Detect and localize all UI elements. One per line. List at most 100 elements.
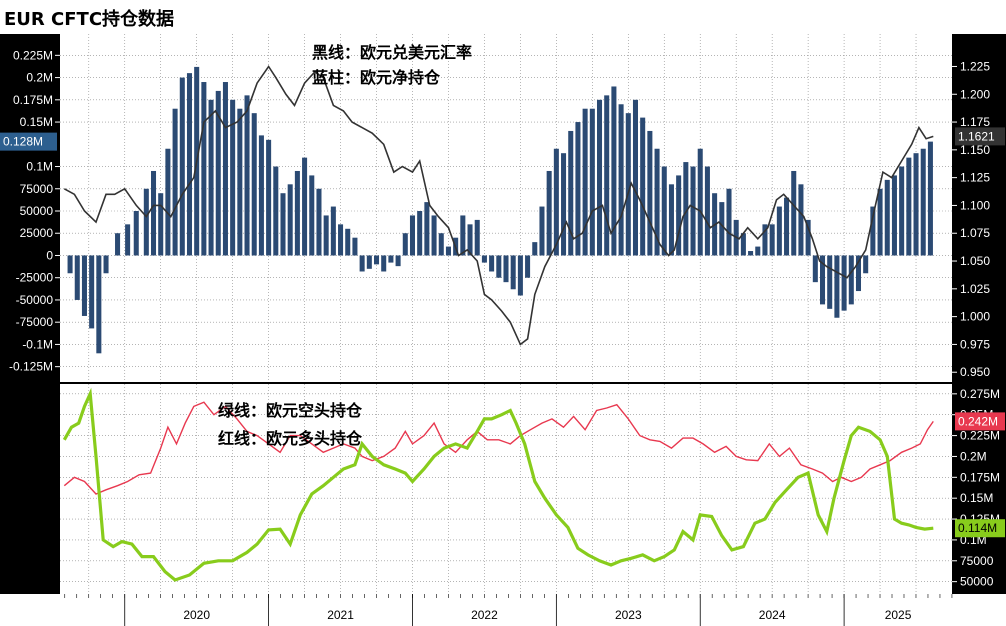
net-position-bar (280, 193, 286, 256)
left-axis-tick-label: 0.225M (13, 48, 53, 62)
net-position-bar (89, 255, 95, 329)
net-position-bar (611, 86, 617, 256)
left-axis-bg (0, 34, 60, 382)
net-position-bar (115, 233, 121, 256)
net-position-bar (848, 255, 854, 305)
last-label-net: 0.128M (3, 135, 43, 149)
short-positions-line (62, 387, 934, 582)
net-position-bar (568, 130, 574, 256)
net-position-bar (388, 255, 394, 263)
eurusd-line (63, 65, 934, 346)
long-positions-line (63, 401, 934, 495)
net-position-bar (596, 99, 603, 256)
left-axis-tick-label: -0.125M (9, 360, 53, 374)
net-position-bar (863, 255, 869, 274)
net-position-bar (827, 255, 833, 309)
net-position-bar (409, 215, 416, 256)
net-position-bar (683, 162, 689, 256)
net-position-bar (632, 99, 639, 256)
bottom-right-axis-tick-label: 0.225M (960, 429, 1000, 443)
net-position-bar (201, 82, 207, 256)
net-position-bar (186, 73, 193, 256)
net-position-bar (251, 113, 257, 256)
net-position-bar (819, 255, 826, 305)
net-position-bar (676, 175, 682, 256)
last-label-long-bg (955, 412, 1005, 431)
net-position-bar (769, 224, 775, 256)
net-position-bar (668, 184, 674, 256)
right-axis-tick-label: 1.075 (960, 226, 990, 240)
net-position-bar (302, 157, 308, 256)
left-axis-tick-label: 0 (46, 248, 53, 262)
net-position-bar (913, 153, 919, 256)
x-axis-tick-label: 2023 (615, 608, 642, 622)
left-axis-tick-label: -25000 (16, 271, 54, 285)
net-position-bar (740, 233, 746, 256)
last-label-long: 0.242M (958, 414, 998, 428)
right-axis-tick-label: 1.125 (960, 171, 990, 185)
net-position-bar (525, 255, 531, 278)
net-position-bar (834, 255, 840, 318)
net-position-bar (133, 211, 139, 256)
net-position-bar (891, 175, 897, 256)
x-axis-tick-label: 2021 (327, 608, 354, 622)
net-position-bar (445, 246, 451, 256)
net-position-bar (287, 184, 293, 256)
net-position-bar (855, 255, 862, 292)
left-axis-tick-label: 75000 (20, 182, 54, 196)
net-position-bar (266, 139, 272, 256)
net-position-bar (352, 237, 358, 256)
net-position-bar (546, 170, 552, 256)
net-position-bar (647, 130, 653, 256)
net-position-bar (841, 255, 847, 311)
chart-area: 0.225M 0.2M 0.175M 0.15M 0.1M 75000 50000 25000… (0, 34, 1006, 626)
last-label-short: 0.114M (958, 521, 997, 535)
net-position-bar (230, 99, 236, 256)
panel-divider (0, 382, 1006, 384)
net-position-bar (150, 170, 157, 256)
annotation-long-line: 红线：欧元多头持仓 (218, 429, 363, 448)
net-position-bar (805, 219, 811, 256)
net-position-bar (719, 202, 725, 256)
annotation-fx-line: 黑线：欧元兑美元汇率 (312, 43, 472, 62)
left-axis-tick-label: 50000 (20, 204, 54, 218)
net-position-bar (870, 206, 876, 256)
net-position-bar (906, 157, 912, 256)
net-position-bar (899, 166, 905, 256)
right-axis-tick-label: 1.000 (960, 310, 990, 324)
net-position-bar (474, 219, 480, 256)
net-position-bar (539, 206, 545, 256)
net-position-bar (496, 255, 502, 278)
right-axis-tick-label: 1.025 (960, 282, 990, 296)
left-axis-tick-label: 0.15M (20, 115, 53, 129)
net-position-bar (359, 255, 365, 272)
left-axis-tick-label: 0.1M (26, 160, 53, 174)
net-position-bar (762, 224, 768, 256)
net-position-bar (438, 233, 444, 256)
x-axis-tick-label: 2024 (759, 608, 786, 622)
x-axis-tick-label: 2025 (885, 608, 912, 622)
right-axis-tick-label: 1.175 (960, 115, 990, 129)
net-position-bar (776, 206, 782, 256)
bottom-right-axis-tick-label: 0.275M (960, 387, 1000, 401)
net-position-bar (244, 95, 250, 256)
net-position-bar (884, 179, 890, 256)
net-position-bar (798, 184, 804, 256)
net-position-bar (604, 95, 610, 256)
net-position-bar (561, 153, 567, 256)
net-position-bar (582, 108, 588, 256)
net-position-bar (373, 255, 380, 265)
right-axis-tick-label: 1.050 (960, 254, 990, 268)
net-position-bar (67, 255, 73, 274)
net-position-bar (179, 77, 185, 256)
net-position-bar (158, 193, 164, 256)
top-right-axis-bg (952, 34, 1006, 382)
net-position-bar (812, 255, 818, 283)
title-bar: EUR CFTC持仓数据 (0, 0, 1006, 34)
net-position-bar (690, 166, 696, 256)
net-position-bar (402, 233, 408, 256)
net-position-bar (697, 148, 703, 256)
bottom-right-axis-tick-label: 0.15M (960, 491, 993, 505)
net-position-bar (640, 117, 646, 256)
net-position-bar (424, 202, 430, 256)
